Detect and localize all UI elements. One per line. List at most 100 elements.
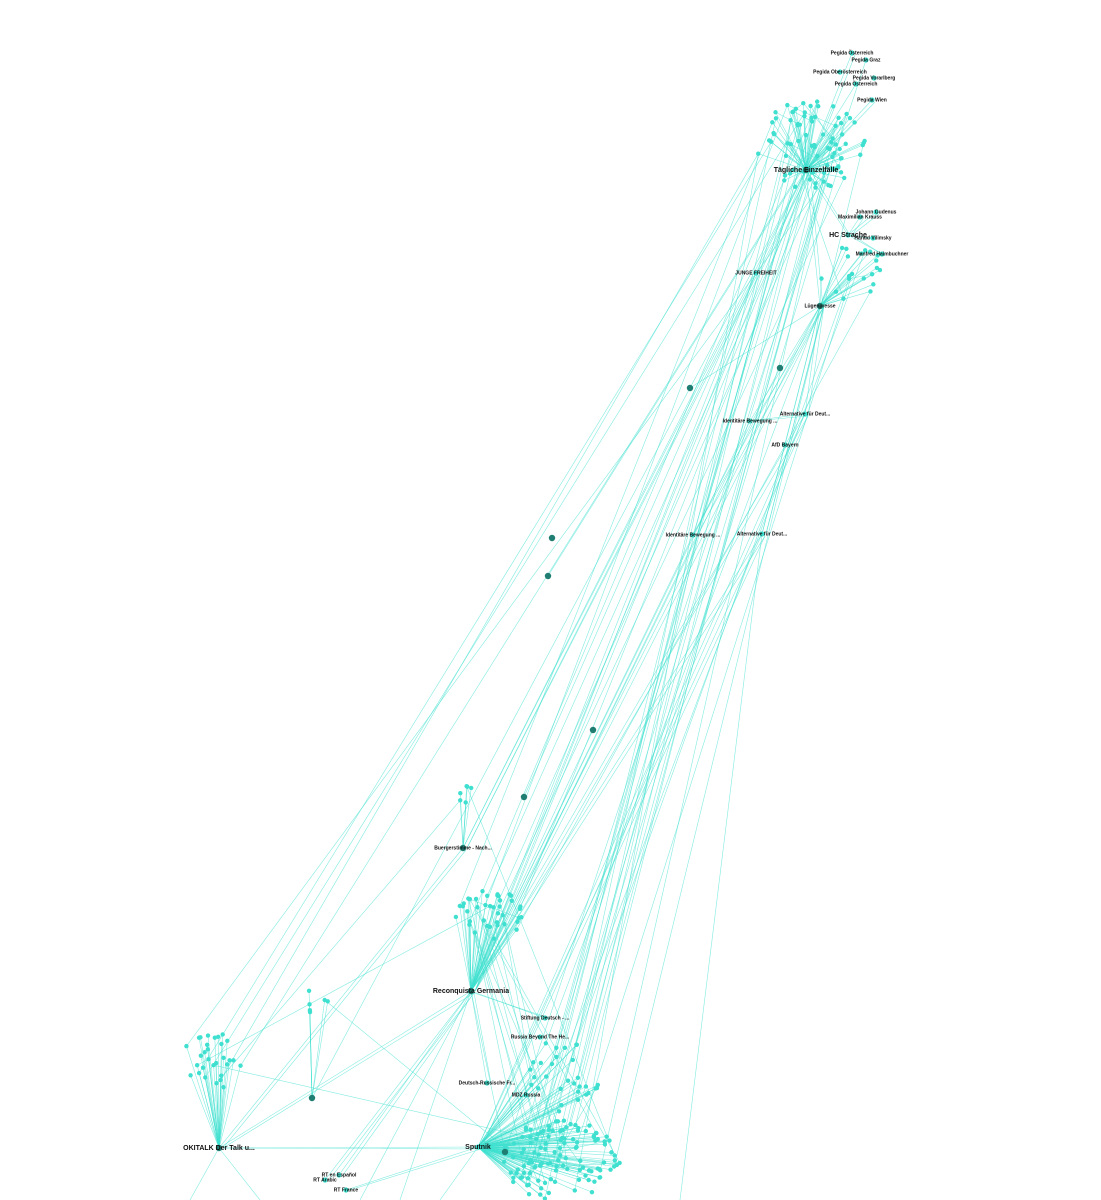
edge [477, 1136, 607, 1148]
node-label: Johann Gudenus [856, 209, 897, 215]
node-label: Tägliche Einzelfälle [774, 167, 839, 174]
edge [220, 153, 759, 1081]
edge [851, 234, 886, 257]
edge [805, 154, 861, 171]
node [546, 1127, 552, 1133]
node [511, 1141, 517, 1146]
node [802, 411, 808, 417]
node [753, 270, 759, 276]
node [219, 1041, 224, 1047]
node [574, 1144, 579, 1150]
edge [551, 165, 828, 1065]
edge [793, 111, 799, 125]
edge [773, 134, 807, 171]
node [481, 918, 487, 923]
node [849, 50, 855, 56]
edge [459, 800, 464, 849]
node [813, 114, 818, 120]
node [821, 179, 826, 184]
node [475, 1144, 481, 1150]
edge [217, 1036, 220, 1149]
edge [477, 1137, 563, 1148]
node [541, 1128, 546, 1133]
node [609, 1150, 614, 1155]
edge [459, 122, 773, 907]
node [845, 232, 851, 238]
edge [749, 305, 821, 422]
node [527, 1135, 533, 1140]
edge [198, 141, 772, 1074]
edge [474, 415, 809, 992]
node [336, 1172, 342, 1178]
edge [523, 272, 757, 798]
node [532, 1150, 537, 1155]
node [514, 927, 519, 932]
edge [696, 307, 824, 536]
node-label: Reconquista Germania [433, 988, 509, 995]
edge [545, 158, 842, 1144]
node [536, 1178, 541, 1183]
edge [466, 274, 760, 849]
edge [474, 171, 810, 992]
edge [809, 169, 824, 309]
node [870, 235, 876, 241]
edge [216, 800, 461, 1084]
node [546, 1190, 552, 1196]
node [557, 1145, 563, 1151]
node [487, 903, 493, 909]
edge [696, 171, 810, 536]
node [843, 141, 848, 147]
edge [805, 117, 839, 171]
node [205, 1033, 211, 1038]
node [542, 1180, 548, 1186]
node-label: Russia Beyond The He... [511, 1034, 570, 1040]
node [528, 1067, 533, 1072]
node [532, 1165, 537, 1170]
edge [469, 921, 546, 1183]
node [587, 1123, 592, 1128]
edge [190, 1075, 220, 1149]
node [568, 1121, 573, 1127]
node [514, 1170, 519, 1176]
edge [809, 54, 856, 171]
edge [477, 1086, 580, 1148]
edge [218, 1060, 230, 1149]
node [457, 903, 463, 909]
node-label: Pegida Österreich [835, 80, 878, 87]
node [827, 146, 832, 152]
node [833, 289, 839, 294]
edge [516, 291, 871, 930]
node [830, 154, 835, 160]
node [875, 253, 880, 258]
hub-node [459, 844, 467, 852]
edge [477, 1134, 538, 1148]
node [838, 170, 844, 175]
node [583, 1084, 589, 1089]
edge [599, 125, 836, 1171]
node [535, 1086, 541, 1091]
node [550, 1128, 555, 1134]
edge [557, 173, 791, 1161]
edge [462, 786, 467, 849]
edge [504, 59, 867, 1153]
node [559, 1102, 564, 1108]
node [562, 1140, 567, 1146]
node [796, 138, 801, 144]
edge [572, 118, 777, 1061]
edge [455, 916, 472, 992]
edge [849, 273, 873, 279]
edge [819, 248, 847, 307]
node [785, 102, 790, 108]
edge [489, 905, 551, 1164]
node [841, 296, 846, 301]
node [484, 1080, 490, 1086]
node [575, 1097, 581, 1103]
node [205, 1047, 211, 1052]
node [813, 181, 818, 186]
node [533, 1136, 539, 1142]
node [220, 1032, 225, 1037]
edge [469, 899, 597, 1134]
edge [477, 1091, 579, 1148]
edge [475, 898, 542, 1148]
node [528, 1127, 533, 1132]
